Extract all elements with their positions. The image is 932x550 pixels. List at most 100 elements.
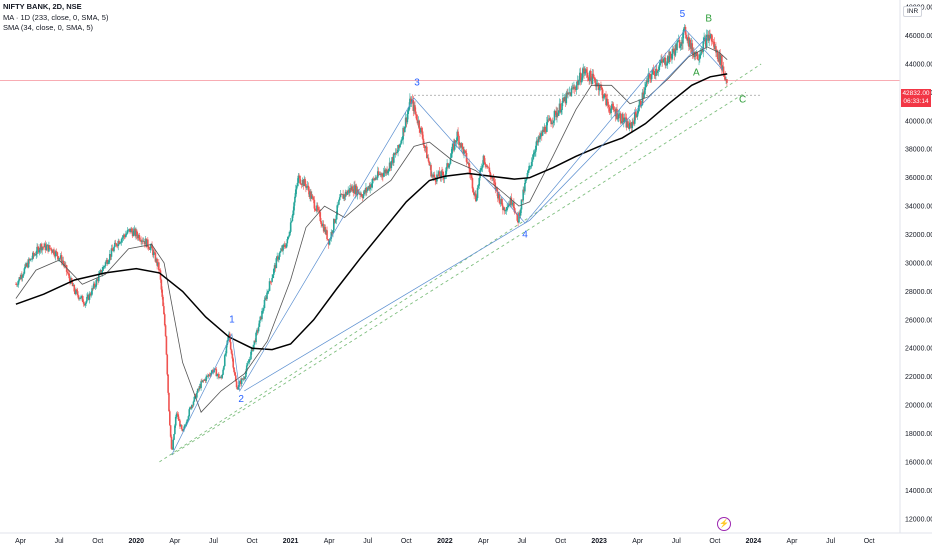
currency-unit-label[interactable]: INR — [903, 6, 923, 17]
candle-body — [235, 381, 238, 388]
candle-body — [614, 111, 617, 117]
candle-body — [258, 320, 261, 327]
lightning-icon[interactable]: ⚡ — [717, 517, 731, 531]
candle-body — [476, 187, 479, 199]
candle-body — [264, 297, 267, 300]
candle-body — [332, 230, 334, 234]
candle-body — [222, 369, 224, 375]
candle-body — [167, 374, 169, 393]
candle-body — [283, 244, 285, 246]
candle-body — [712, 41, 715, 43]
candle-body — [30, 258, 32, 260]
candle-body — [337, 204, 339, 206]
x-tick-label: Oct — [401, 538, 412, 545]
candle-body — [639, 100, 641, 105]
candle-body — [392, 157, 394, 163]
candle-body — [483, 155, 486, 163]
candle-body — [674, 44, 677, 56]
candle-body — [322, 224, 324, 227]
candle-body — [185, 424, 187, 426]
candle-body — [467, 162, 470, 164]
candle-body — [344, 191, 347, 197]
trend-lines — [0, 63, 900, 463]
candle-body — [633, 112, 636, 124]
candle-body — [316, 205, 319, 210]
y-tick-label: 38000.00 — [905, 147, 932, 154]
candle-body — [598, 88, 601, 90]
candle-body — [395, 152, 398, 154]
candle-body — [68, 273, 71, 279]
candle-body — [535, 145, 537, 152]
candle-body — [370, 184, 372, 188]
candle-body — [165, 336, 168, 355]
candle-body — [447, 165, 450, 168]
candle-body — [503, 207, 506, 212]
x-tick-label: Apr — [787, 538, 799, 545]
candle-body — [88, 293, 91, 300]
candle-body — [37, 246, 39, 248]
candle-body — [166, 354, 169, 375]
sma-indicator-label[interactable]: SMA (34, close, 0, SMA, 5) — [3, 23, 94, 32]
candle-body — [261, 311, 263, 320]
candle-body — [411, 99, 414, 101]
candle-body — [147, 246, 150, 249]
candle-body — [32, 252, 35, 256]
candle-body — [250, 351, 252, 360]
candle-body — [475, 198, 478, 202]
candle-body — [593, 77, 595, 79]
candle-body — [257, 326, 260, 332]
candle-body — [350, 186, 353, 191]
candle-body — [168, 392, 170, 412]
candle-body — [256, 330, 259, 332]
candle-body — [129, 228, 131, 233]
candle-body — [689, 40, 692, 49]
candle-body — [671, 53, 673, 59]
candle-body — [157, 262, 159, 266]
candle-body — [518, 212, 520, 223]
candle-body — [315, 210, 317, 211]
candle-body — [273, 265, 276, 270]
x-tick-label: Jul — [826, 538, 835, 545]
ma-indicator-label[interactable]: MA · 1D (233, close, 0, SMA, 5) — [3, 12, 109, 22]
candle-body — [278, 256, 280, 260]
candle-body — [649, 73, 651, 78]
y-tick-label: 14000.00 — [905, 488, 932, 495]
candle-body — [56, 252, 59, 257]
candle-body — [449, 157, 452, 164]
candle-body — [404, 117, 407, 127]
candle-body — [432, 174, 435, 177]
candle-body — [156, 258, 158, 266]
candle-body — [640, 105, 643, 107]
candle-body — [576, 81, 579, 86]
candle-body — [228, 333, 230, 338]
candle-body — [621, 113, 623, 124]
x-tick-label: Apr — [478, 538, 490, 545]
candle-body — [426, 157, 429, 159]
candle-body — [691, 43, 694, 55]
candle-body — [91, 288, 93, 295]
candle-body — [173, 434, 175, 440]
y-tick-label: 34000.00 — [905, 204, 932, 211]
symbol-title[interactable]: NIFTY BANK, 2D, NSE — [3, 2, 82, 11]
y-tick-label: 44000.00 — [905, 61, 932, 68]
candle-body — [187, 416, 190, 420]
candle-body — [402, 127, 404, 140]
candle-body — [117, 240, 120, 247]
candle-body — [528, 166, 530, 171]
candle-body — [237, 386, 240, 390]
candle-body — [82, 302, 85, 304]
candle-body — [77, 295, 80, 299]
candle-body — [611, 104, 613, 109]
candle-body — [655, 68, 657, 76]
candle-body — [188, 409, 191, 417]
candle-body — [573, 86, 575, 89]
y-tick-label: 46000.00 — [905, 33, 932, 40]
candle-body — [354, 185, 356, 194]
candle-body — [327, 239, 329, 240]
candle-body — [413, 105, 415, 112]
candle-body — [631, 121, 634, 129]
candle-body — [497, 191, 499, 199]
candle-body — [67, 273, 70, 274]
candle-body — [347, 189, 349, 193]
